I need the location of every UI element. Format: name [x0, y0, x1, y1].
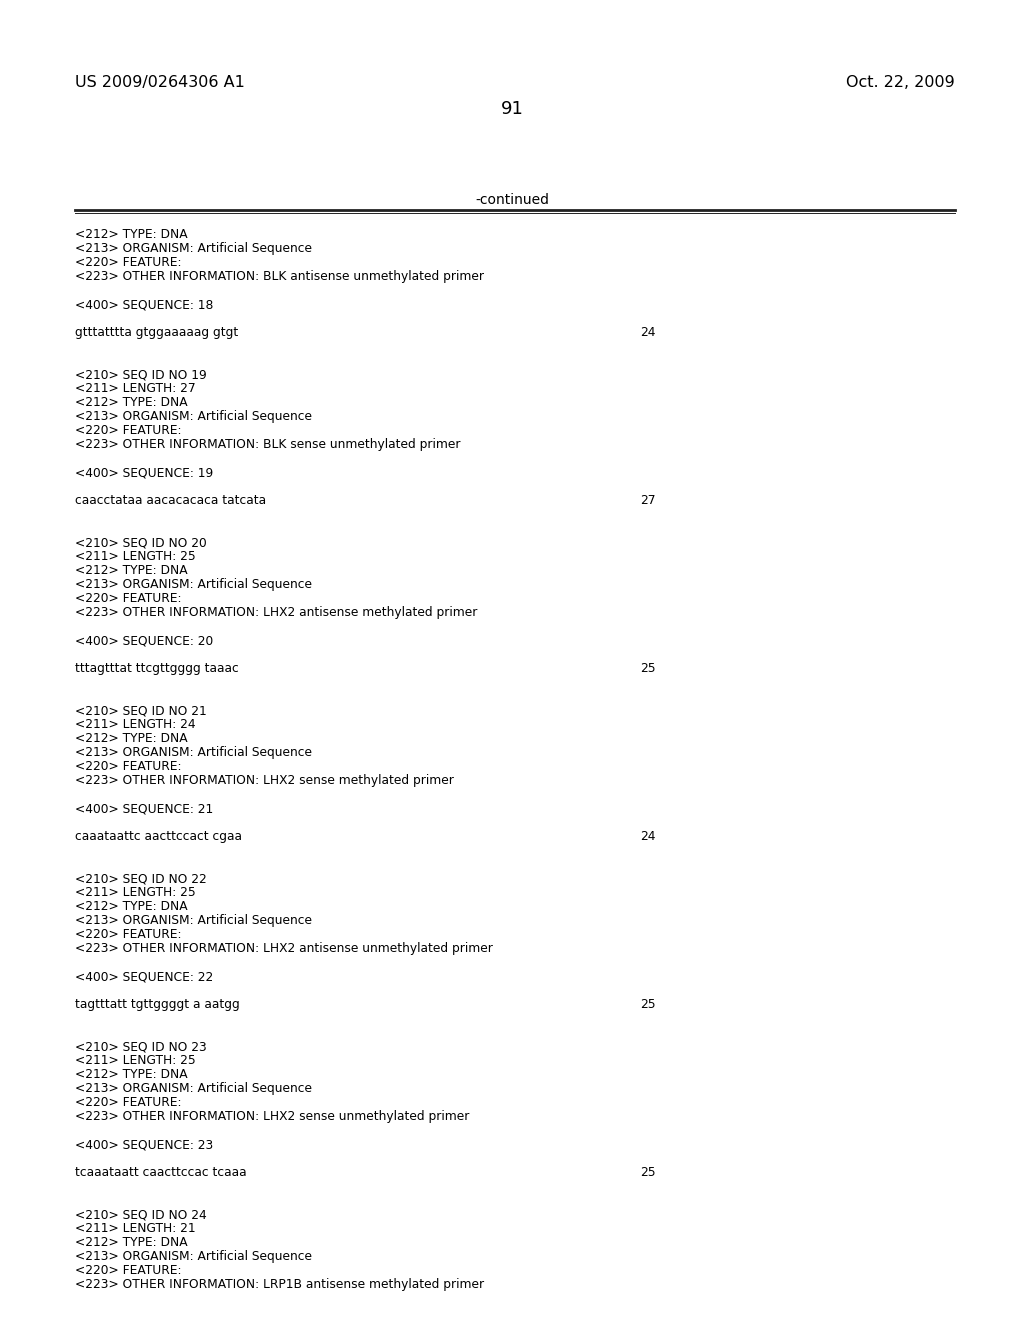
- Text: 91: 91: [501, 100, 523, 117]
- Text: -continued: -continued: [475, 193, 549, 207]
- Text: <223> OTHER INFORMATION: LRP1B antisense methylated primer: <223> OTHER INFORMATION: LRP1B antisense…: [75, 1278, 484, 1291]
- Text: <212> TYPE: DNA: <212> TYPE: DNA: [75, 564, 187, 577]
- Text: <213> ORGANISM: Artificial Sequence: <213> ORGANISM: Artificial Sequence: [75, 1082, 312, 1096]
- Text: <211> LENGTH: 25: <211> LENGTH: 25: [75, 1053, 196, 1067]
- Text: <211> LENGTH: 25: <211> LENGTH: 25: [75, 886, 196, 899]
- Text: <220> FEATURE:: <220> FEATURE:: [75, 760, 181, 774]
- Text: <213> ORGANISM: Artificial Sequence: <213> ORGANISM: Artificial Sequence: [75, 411, 312, 422]
- Text: 25: 25: [640, 1166, 655, 1179]
- Text: tttagtttat ttcgttgggg taaac: tttagtttat ttcgttgggg taaac: [75, 663, 239, 675]
- Text: <400> SEQUENCE: 23: <400> SEQUENCE: 23: [75, 1138, 213, 1151]
- Text: <223> OTHER INFORMATION: LHX2 antisense unmethylated primer: <223> OTHER INFORMATION: LHX2 antisense …: [75, 942, 493, 954]
- Text: <213> ORGANISM: Artificial Sequence: <213> ORGANISM: Artificial Sequence: [75, 242, 312, 255]
- Text: <400> SEQUENCE: 20: <400> SEQUENCE: 20: [75, 634, 213, 647]
- Text: <210> SEQ ID NO 24: <210> SEQ ID NO 24: [75, 1208, 207, 1221]
- Text: <223> OTHER INFORMATION: LHX2 sense methylated primer: <223> OTHER INFORMATION: LHX2 sense meth…: [75, 774, 454, 787]
- Text: caaataattc aacttccact cgaa: caaataattc aacttccact cgaa: [75, 830, 242, 843]
- Text: <212> TYPE: DNA: <212> TYPE: DNA: [75, 1068, 187, 1081]
- Text: <220> FEATURE:: <220> FEATURE:: [75, 424, 181, 437]
- Text: <212> TYPE: DNA: <212> TYPE: DNA: [75, 396, 187, 409]
- Text: <220> FEATURE:: <220> FEATURE:: [75, 1096, 181, 1109]
- Text: <210> SEQ ID NO 19: <210> SEQ ID NO 19: [75, 368, 207, 381]
- Text: Oct. 22, 2009: Oct. 22, 2009: [846, 75, 955, 90]
- Text: 27: 27: [640, 494, 655, 507]
- Text: <213> ORGANISM: Artificial Sequence: <213> ORGANISM: Artificial Sequence: [75, 746, 312, 759]
- Text: tcaaataatt caacttccac tcaaa: tcaaataatt caacttccac tcaaa: [75, 1166, 247, 1179]
- Text: <212> TYPE: DNA: <212> TYPE: DNA: [75, 228, 187, 242]
- Text: <213> ORGANISM: Artificial Sequence: <213> ORGANISM: Artificial Sequence: [75, 1250, 312, 1263]
- Text: <210> SEQ ID NO 20: <210> SEQ ID NO 20: [75, 536, 207, 549]
- Text: <223> OTHER INFORMATION: BLK antisense unmethylated primer: <223> OTHER INFORMATION: BLK antisense u…: [75, 271, 484, 282]
- Text: <211> LENGTH: 24: <211> LENGTH: 24: [75, 718, 196, 731]
- Text: <400> SEQUENCE: 22: <400> SEQUENCE: 22: [75, 970, 213, 983]
- Text: <220> FEATURE:: <220> FEATURE:: [75, 1265, 181, 1276]
- Text: <210> SEQ ID NO 22: <210> SEQ ID NO 22: [75, 873, 207, 884]
- Text: caacctataa aacacacaca tatcata: caacctataa aacacacaca tatcata: [75, 494, 266, 507]
- Text: 25: 25: [640, 663, 655, 675]
- Text: <220> FEATURE:: <220> FEATURE:: [75, 256, 181, 269]
- Text: <210> SEQ ID NO 21: <210> SEQ ID NO 21: [75, 704, 207, 717]
- Text: <212> TYPE: DNA: <212> TYPE: DNA: [75, 1236, 187, 1249]
- Text: <400> SEQUENCE: 21: <400> SEQUENCE: 21: [75, 803, 213, 814]
- Text: <400> SEQUENCE: 19: <400> SEQUENCE: 19: [75, 466, 213, 479]
- Text: <212> TYPE: DNA: <212> TYPE: DNA: [75, 733, 187, 744]
- Text: gtttatttta gtggaaaaag gtgt: gtttatttta gtggaaaaag gtgt: [75, 326, 239, 339]
- Text: 24: 24: [640, 830, 655, 843]
- Text: <211> LENGTH: 27: <211> LENGTH: 27: [75, 381, 196, 395]
- Text: <211> LENGTH: 21: <211> LENGTH: 21: [75, 1222, 196, 1236]
- Text: <210> SEQ ID NO 23: <210> SEQ ID NO 23: [75, 1040, 207, 1053]
- Text: <220> FEATURE:: <220> FEATURE:: [75, 928, 181, 941]
- Text: US 2009/0264306 A1: US 2009/0264306 A1: [75, 75, 245, 90]
- Text: <213> ORGANISM: Artificial Sequence: <213> ORGANISM: Artificial Sequence: [75, 913, 312, 927]
- Text: 24: 24: [640, 326, 655, 339]
- Text: <212> TYPE: DNA: <212> TYPE: DNA: [75, 900, 187, 913]
- Text: <213> ORGANISM: Artificial Sequence: <213> ORGANISM: Artificial Sequence: [75, 578, 312, 591]
- Text: 25: 25: [640, 998, 655, 1011]
- Text: tagtttatt tgttggggt a aatgg: tagtttatt tgttggggt a aatgg: [75, 998, 240, 1011]
- Text: <211> LENGTH: 25: <211> LENGTH: 25: [75, 550, 196, 564]
- Text: <223> OTHER INFORMATION: LHX2 antisense methylated primer: <223> OTHER INFORMATION: LHX2 antisense …: [75, 606, 477, 619]
- Text: <220> FEATURE:: <220> FEATURE:: [75, 591, 181, 605]
- Text: <223> OTHER INFORMATION: BLK sense unmethylated primer: <223> OTHER INFORMATION: BLK sense unmet…: [75, 438, 461, 451]
- Text: <400> SEQUENCE: 18: <400> SEQUENCE: 18: [75, 298, 213, 312]
- Text: <223> OTHER INFORMATION: LHX2 sense unmethylated primer: <223> OTHER INFORMATION: LHX2 sense unme…: [75, 1110, 469, 1123]
